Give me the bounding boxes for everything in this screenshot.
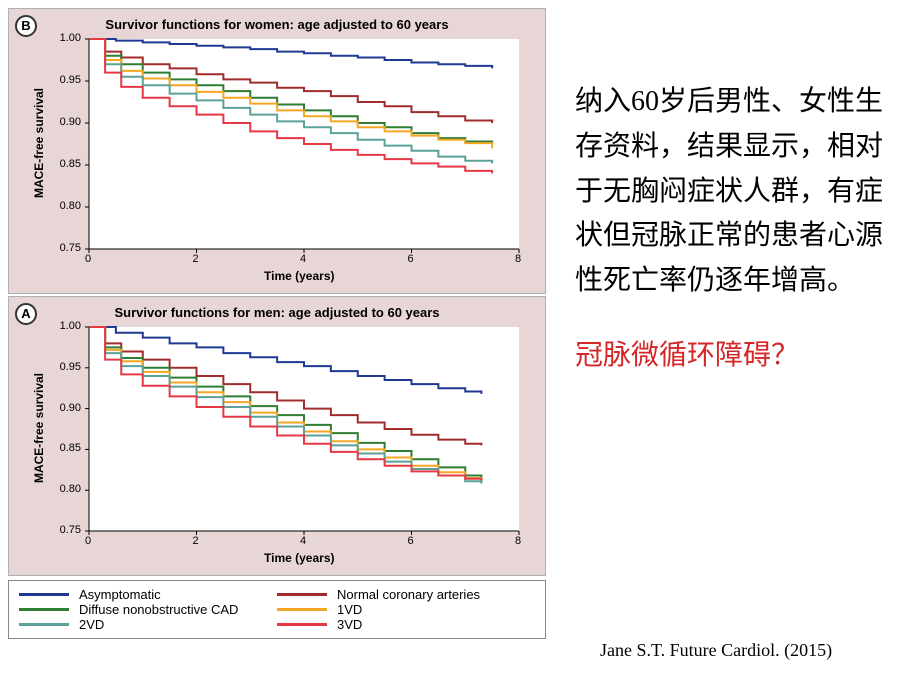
legend-swatch: [19, 593, 69, 596]
panel-a: A Survivor functions for men: age adjust…: [8, 296, 546, 576]
ytick-label: 0.75: [60, 242, 81, 254]
series-diffuse-cad: [89, 327, 481, 482]
text-column: 纳入60岁后男性、女性生存资料，结果显示，相对于无胸闷症状人群，有症状但冠脉正常…: [575, 80, 895, 379]
legend-swatch: [19, 608, 69, 611]
xtick-label: 2: [193, 535, 199, 547]
ytick-label: 0.95: [60, 74, 81, 86]
ytick-label: 1.00: [60, 32, 81, 44]
chinese-main-text: 纳入60岁后男性、女性生存资料，结果显示，相对于无胸闷症状人群，有症状但冠脉正常…: [575, 80, 895, 304]
citation: Jane S.T. Future Cardiol. (2015): [600, 640, 832, 661]
xtick-label: 0: [85, 535, 91, 547]
legend-label: Diffuse nonobstructive CAD: [79, 602, 238, 617]
series-3vd: [89, 39, 492, 173]
legend-label: Asymptomatic: [79, 587, 161, 602]
ytick-label: 1.00: [60, 320, 81, 332]
ytick-label: 0.85: [60, 158, 81, 170]
ytick-label: 0.90: [60, 116, 81, 128]
x-axis-label: Time (years): [264, 269, 334, 283]
ytick-label: 0.95: [60, 361, 81, 373]
x-axis-label: Time (years): [264, 551, 334, 565]
series-3vd: [89, 327, 481, 480]
xtick-label: 0: [85, 253, 91, 265]
xtick-label: 4: [300, 253, 306, 265]
legend-item: Diffuse nonobstructive CAD: [19, 602, 277, 617]
panel-b-title: Survivor functions for women: age adjust…: [9, 9, 545, 32]
panel-badge-a: A: [15, 303, 37, 325]
panel-badge-b: B: [15, 15, 37, 37]
xtick-label: 8: [515, 253, 521, 265]
legend-item: 3VD: [277, 617, 535, 632]
xtick-label: 2: [193, 253, 199, 265]
xtick-label: 8: [515, 535, 521, 547]
legend-swatch: [277, 623, 327, 626]
charts-column: B Survivor functions for women: age adju…: [8, 8, 546, 639]
legend: Asymptomatic Normal coronary arteries Diff…: [8, 580, 546, 639]
legend-swatch: [19, 623, 69, 626]
legend-swatch: [277, 608, 327, 611]
y-axis-label: MACE-free survival: [32, 368, 46, 488]
chinese-red-text: 冠脉微循环障碍？: [575, 334, 895, 379]
legend-label: 2VD: [79, 617, 104, 632]
series-1vd: [89, 327, 481, 480]
ytick-label: 0.75: [60, 524, 81, 536]
legend-label: Normal coronary arteries: [337, 587, 480, 602]
xtick-label: 4: [300, 535, 306, 547]
legend-item: Normal coronary arteries: [277, 587, 535, 602]
xtick-label: 6: [408, 253, 414, 265]
series-2vd: [89, 39, 492, 163]
legend-item: Asymptomatic: [19, 587, 277, 602]
legend-label: 1VD: [337, 602, 362, 617]
legend-swatch: [277, 593, 327, 596]
ytick-label: 0.80: [60, 200, 81, 212]
ytick-label: 0.90: [60, 402, 81, 414]
series-1vd: [89, 39, 492, 148]
legend-item: 2VD: [19, 617, 277, 632]
xtick-label: 6: [408, 535, 414, 547]
panel-a-title: Survivor functions for men: age adjusted…: [9, 297, 545, 320]
ytick-label: 0.85: [60, 442, 81, 454]
y-axis-label: MACE-free survival: [32, 83, 46, 203]
series-diffuse-cad: [89, 39, 492, 144]
legend-label: 3VD: [337, 617, 362, 632]
ytick-label: 0.80: [60, 483, 81, 495]
legend-item: 1VD: [277, 602, 535, 617]
panel-b: B Survivor functions for women: age adju…: [8, 8, 546, 294]
